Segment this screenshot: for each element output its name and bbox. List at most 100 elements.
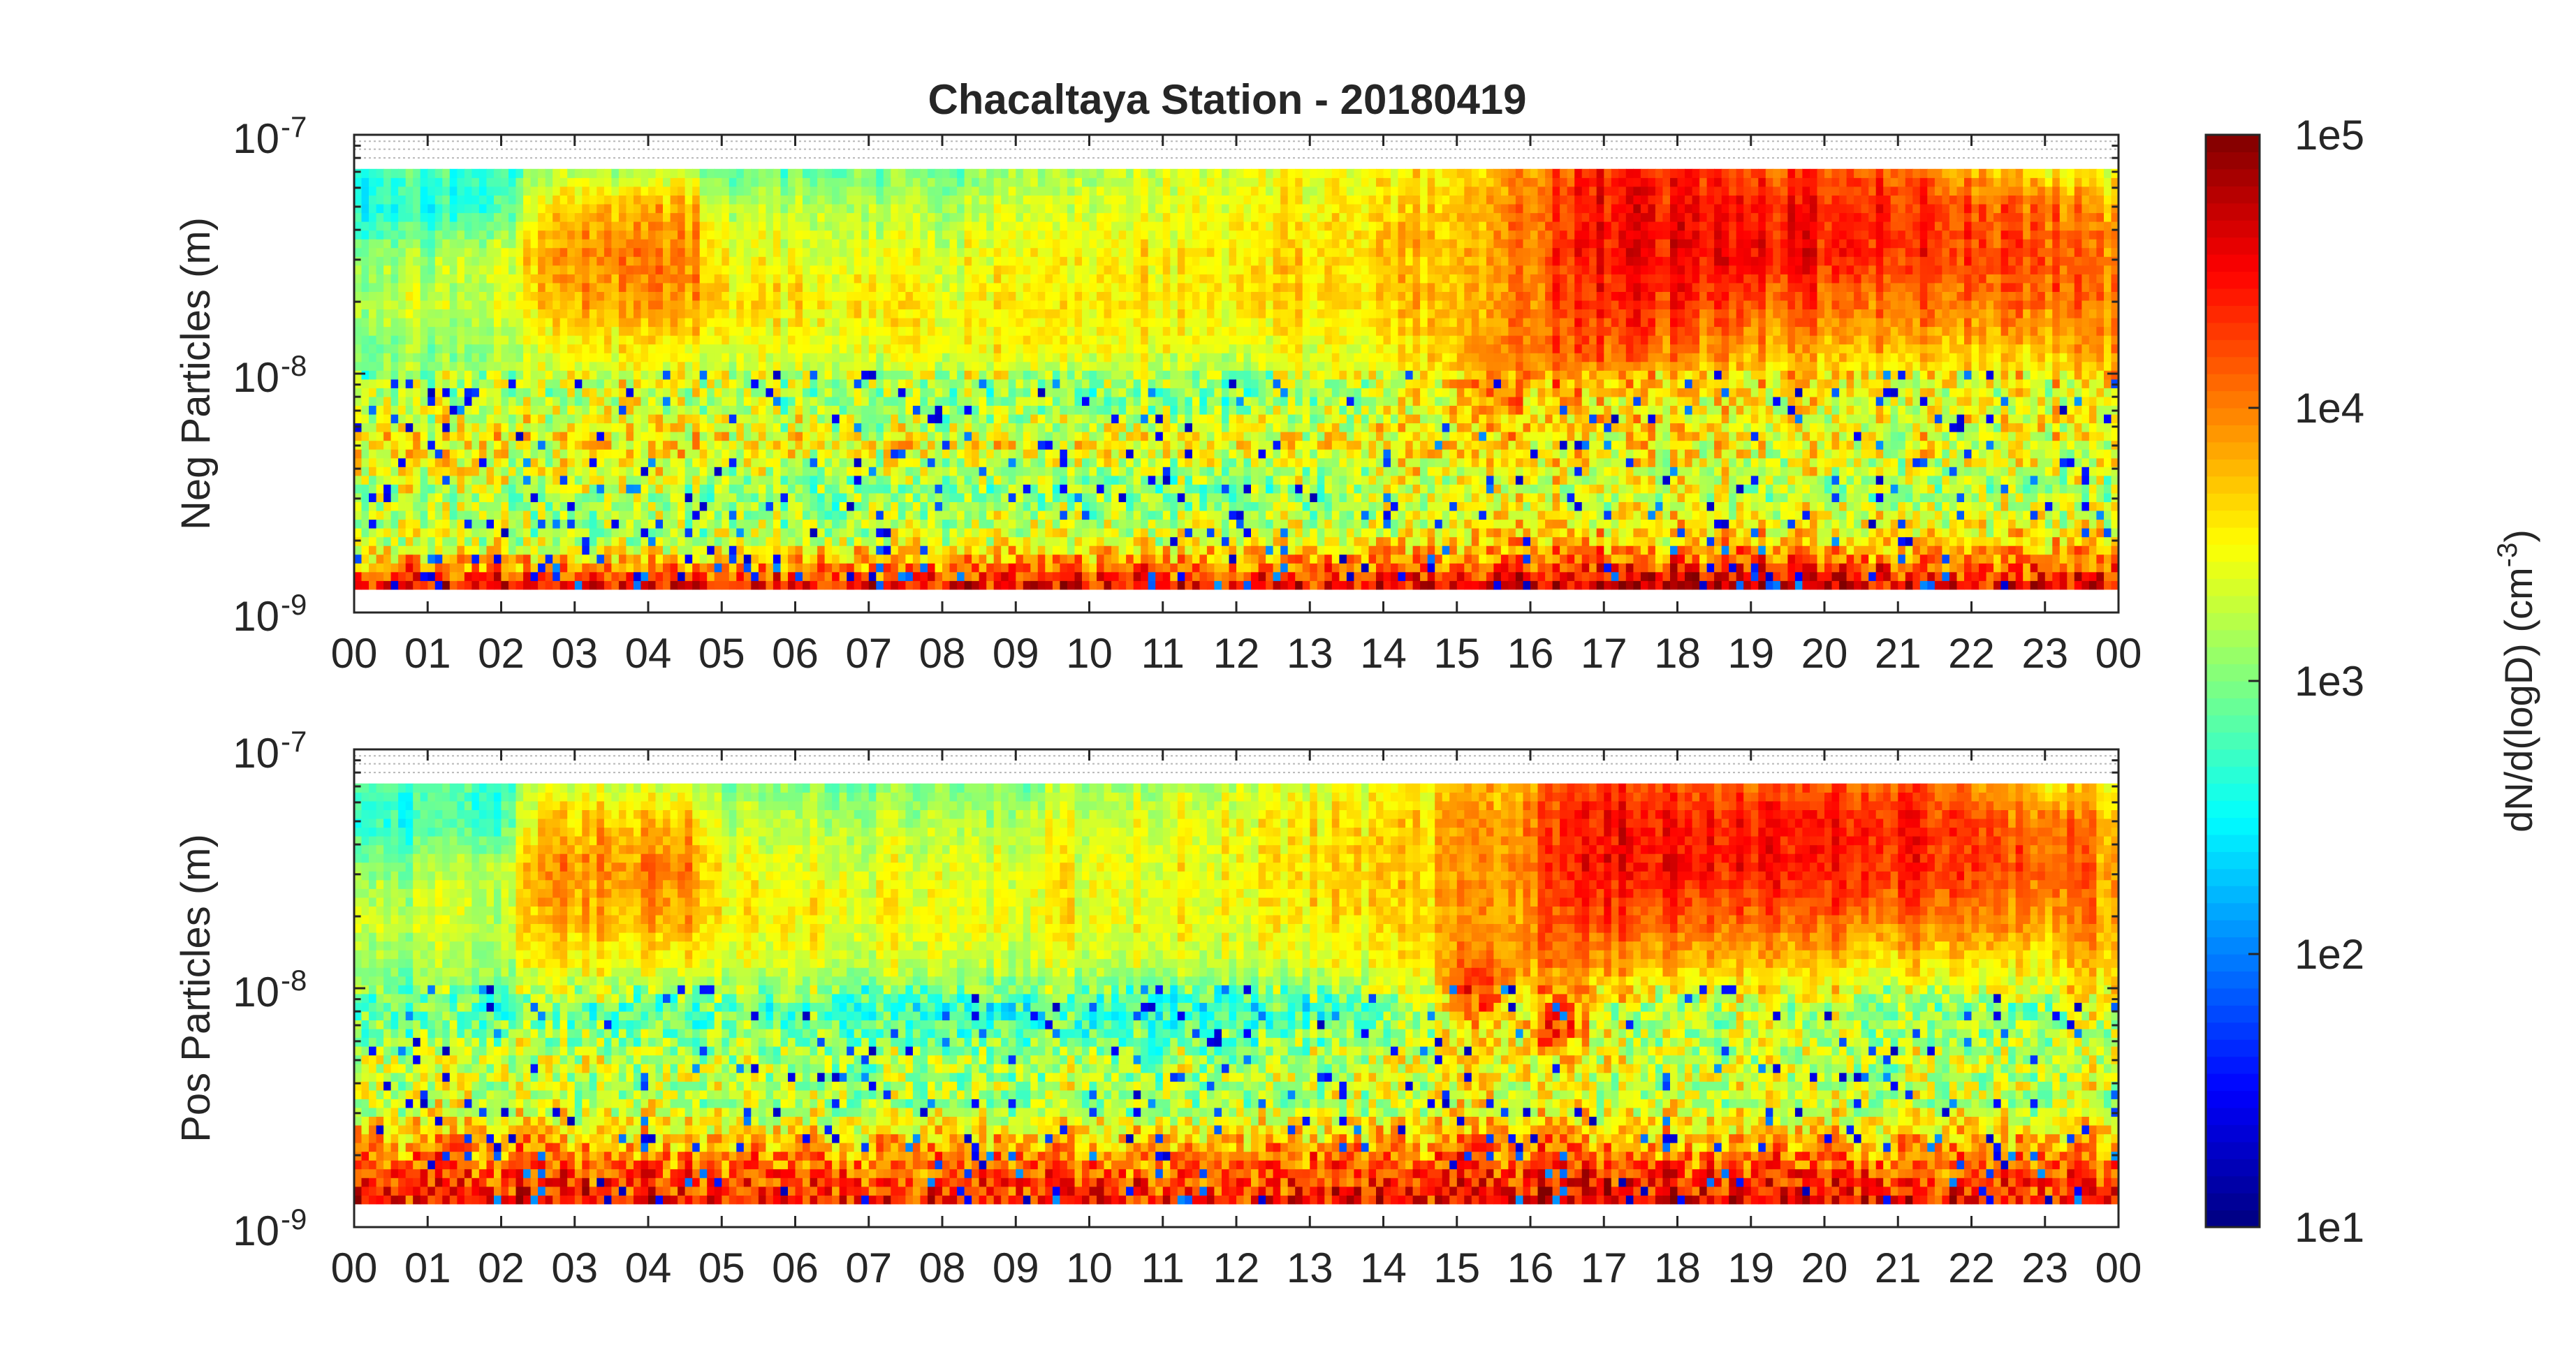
heatmap-cell xyxy=(766,204,774,214)
heatmap-cell xyxy=(390,457,399,467)
heatmap-cell xyxy=(597,318,605,328)
heatmap-cell xyxy=(597,212,605,222)
heatmap-cell xyxy=(847,423,855,432)
heatmap-cell xyxy=(898,204,906,214)
heatmap-cell xyxy=(634,528,642,538)
heatmap-cell xyxy=(383,212,392,222)
heatmap-cell xyxy=(832,361,840,371)
heatmap-cell xyxy=(634,432,642,441)
heatmap-cell xyxy=(369,370,377,380)
heatmap-cell xyxy=(1111,554,1120,564)
heatmap-cell xyxy=(685,484,693,494)
heatmap-cell xyxy=(383,256,392,266)
heatmap-cell xyxy=(1023,501,1031,511)
heatmap-cell xyxy=(810,361,818,371)
heatmap-cell xyxy=(986,440,995,450)
heatmap-cell xyxy=(817,414,826,424)
heatmap-cell xyxy=(442,501,451,511)
heatmap-cell xyxy=(891,239,899,249)
heatmap-cell xyxy=(655,335,664,345)
heatmap-cell xyxy=(648,168,657,178)
heatmap-cell xyxy=(722,554,730,564)
heatmap-cell xyxy=(986,571,995,581)
heatmap-cell xyxy=(1008,563,1016,573)
heatmap-cell xyxy=(678,501,686,511)
heatmap-cell xyxy=(876,370,884,380)
heatmap-cell xyxy=(471,432,480,441)
heatmap-cell xyxy=(405,282,414,292)
heatmap-cell xyxy=(648,265,657,274)
heatmap-cell xyxy=(434,519,443,529)
heatmap-cell xyxy=(611,361,620,371)
heatmap-cell xyxy=(545,230,553,240)
heatmap-cell xyxy=(530,440,539,450)
heatmap-cell xyxy=(1060,528,1068,538)
heatmap-cell xyxy=(523,379,532,388)
heatmap-cell xyxy=(390,571,399,581)
heatmap-cell xyxy=(986,195,995,205)
heatmap-cell xyxy=(854,344,862,353)
heatmap-cell xyxy=(530,212,539,222)
heatmap-cell xyxy=(1089,528,1097,538)
heatmap-cell xyxy=(788,309,796,318)
heatmap-cell xyxy=(847,318,855,328)
heatmap-cell xyxy=(471,274,480,284)
heatmap-cell xyxy=(567,239,576,249)
heatmap-cell xyxy=(582,230,590,240)
heatmap-cell xyxy=(1097,309,1105,318)
heatmap-cell xyxy=(1097,423,1105,432)
heatmap-cell xyxy=(1111,423,1120,432)
heatmap-cell xyxy=(729,282,737,292)
heatmap-cell xyxy=(413,370,421,380)
heatmap-cell xyxy=(670,186,678,196)
heatmap-cell xyxy=(1045,432,1053,441)
heatmap-cell xyxy=(817,571,826,581)
heatmap-cell xyxy=(964,571,972,581)
heatmap-cell xyxy=(868,545,877,555)
heatmap-cell xyxy=(1037,545,1046,555)
heatmap-cell xyxy=(427,274,436,284)
heatmap-cell xyxy=(376,536,384,546)
heatmap-cell xyxy=(993,274,1002,284)
heatmap-cell xyxy=(1037,212,1046,222)
heatmap-cell xyxy=(1074,300,1083,309)
heatmap-cell xyxy=(523,511,532,520)
heatmap-cell xyxy=(1045,239,1053,249)
heatmap-cell xyxy=(1104,370,1112,380)
heatmap-cell xyxy=(847,204,855,214)
heatmap-cell xyxy=(582,195,590,205)
heatmap-cell xyxy=(1074,370,1083,380)
heatmap-cell xyxy=(803,370,811,380)
heatmap-cell xyxy=(1104,212,1112,222)
heatmap-cell xyxy=(1001,492,1009,502)
heatmap-cell xyxy=(663,291,671,301)
heatmap-cell xyxy=(1052,511,1060,520)
heatmap-cell xyxy=(405,536,414,546)
heatmap-cell xyxy=(795,344,803,353)
heatmap-cell xyxy=(663,545,671,555)
heatmap-cell xyxy=(383,247,392,257)
heatmap-cell xyxy=(788,353,796,362)
heatmap-cell xyxy=(405,554,414,564)
heatmap-cell xyxy=(1045,168,1053,178)
heatmap-cell xyxy=(1067,511,1075,520)
heatmap-cell xyxy=(993,396,1002,406)
heatmap-cell xyxy=(1023,344,1031,353)
heatmap-cell xyxy=(1023,388,1031,397)
heatmap-cell xyxy=(545,519,553,529)
heatmap-cell xyxy=(1037,449,1046,459)
heatmap-cell xyxy=(824,256,833,266)
heatmap-cell xyxy=(398,528,407,538)
heatmap-cell xyxy=(442,274,451,284)
heatmap-cell xyxy=(567,168,576,178)
heatmap-cell xyxy=(810,247,818,257)
heatmap-cell xyxy=(1067,353,1075,362)
heatmap-cell xyxy=(603,168,612,178)
heatmap-cell xyxy=(803,467,811,476)
heatmap-cell xyxy=(567,492,576,502)
heatmap-cell xyxy=(1023,571,1031,581)
heatmap-cell xyxy=(751,467,759,476)
heatmap-cell xyxy=(847,309,855,318)
heatmap-cell xyxy=(1045,291,1053,301)
heatmap-cell xyxy=(559,274,568,284)
